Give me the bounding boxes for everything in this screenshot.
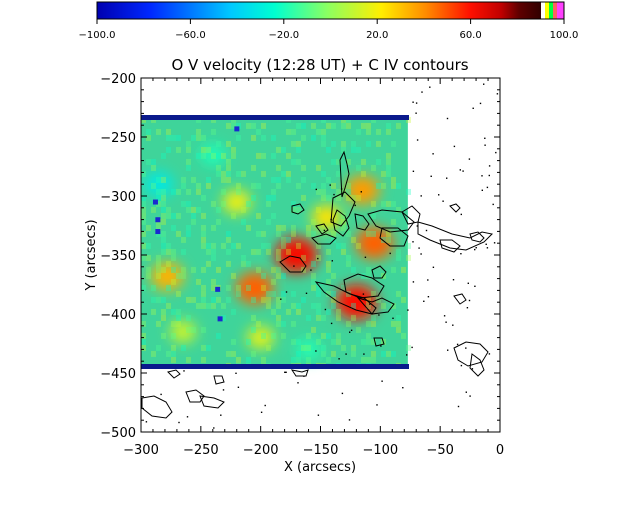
- colorbar-end-swatches: [541, 2, 564, 19]
- raster-bad-pixel: [155, 229, 161, 235]
- contour-loop: [354, 213, 370, 231]
- x-axis: −300 −250 −200 −150 −100 −50 0: [123, 78, 504, 458]
- x-tick-label: −50: [426, 443, 453, 458]
- raster-bad-pixel: [217, 316, 223, 322]
- civ-contours: [141, 150, 494, 419]
- contour-speckles: [145, 83, 499, 429]
- y-tick-label: −350: [100, 249, 136, 264]
- y-axis: −200 −250 −300 −350 −400 −450 −500: [100, 72, 500, 441]
- contour-loop: [311, 233, 337, 245]
- raster-pixels: [141, 116, 411, 369]
- contour-loop: [401, 205, 421, 225]
- raster-top-edge: [141, 115, 409, 120]
- velocity-blob: [355, 227, 394, 260]
- colorbar: −100.0 −60.0 −20.0 20.0 60.0 100.0: [78, 1, 578, 41]
- contour-loop: [291, 203, 305, 215]
- x-tick-label: −250: [183, 443, 219, 458]
- contour-loop: [213, 375, 225, 385]
- y-axis-label: Y (arcsecs): [84, 219, 99, 291]
- raster-bad-pixel: [155, 217, 161, 223]
- velocity-blob: [345, 175, 380, 205]
- velocity-blob: [170, 320, 196, 343]
- y-tick-label: −300: [100, 190, 136, 205]
- colorbar-frame: [96, 1, 565, 20]
- contour-loop: [290, 369, 309, 377]
- colorbar-tick-label: 20.0: [366, 30, 388, 41]
- contour-loop: [199, 395, 225, 409]
- contour-loop: [367, 209, 415, 233]
- contour-loop: [339, 150, 350, 198]
- contour-loop: [453, 341, 489, 367]
- contour-loop: [417, 221, 494, 251]
- contour-loop: [453, 293, 467, 305]
- velocity-blob: [296, 338, 321, 360]
- colorbar-tick-label: −60.0: [175, 30, 206, 41]
- colorbar-tick-label: −20.0: [268, 30, 299, 41]
- x-axis-label: X (arcsecs): [284, 460, 356, 475]
- contour-loop: [373, 337, 385, 347]
- y-tick-label: −500: [100, 426, 136, 441]
- colorbar-tick-label: 100.0: [550, 30, 579, 41]
- colorbar-tick-label: 60.0: [459, 30, 481, 41]
- x-tick-label: −150: [303, 443, 339, 458]
- velocity-blob: [235, 272, 274, 305]
- velocity-blob: [200, 144, 226, 166]
- contour-loop: [314, 281, 377, 315]
- contour-loop: [185, 389, 205, 403]
- contour-loop: [439, 239, 461, 253]
- velocity-blob: [144, 171, 174, 197]
- velocity-blob: [150, 262, 184, 291]
- contour-loop: [469, 231, 485, 243]
- chart-title: O V velocity (12:28 UT) + C IV contours: [171, 56, 468, 74]
- y-tick-label: −200: [100, 72, 136, 87]
- colorbar-gradient: [97, 2, 541, 19]
- contour-loop: [449, 203, 461, 213]
- y-tick-label: −250: [100, 131, 136, 146]
- raster-bottom-edge: [141, 364, 409, 369]
- x-tick-label: −300: [123, 443, 159, 458]
- contour-loop: [356, 297, 395, 315]
- contour-loop: [379, 227, 409, 247]
- x-tick-label: −100: [362, 443, 398, 458]
- y-tick-label: −450: [100, 367, 136, 382]
- velocity-blob: [247, 326, 275, 350]
- x-tick-label: −200: [243, 443, 279, 458]
- contour-loop: [343, 273, 385, 299]
- x-tick-label: 0: [496, 443, 504, 458]
- velocity-raster: [141, 115, 411, 369]
- raster-bad-pixel: [215, 286, 221, 292]
- raster-bad-pixel: [152, 199, 158, 205]
- contour-loop: [332, 209, 350, 237]
- velocity-blob: [222, 190, 251, 214]
- colorbar-ticks: −100.0 −60.0 −20.0 20.0 60.0 100.0: [78, 19, 578, 41]
- velocity-blob: [275, 236, 318, 274]
- colorbar-tick-label: −100.0: [78, 30, 115, 41]
- contour-loop: [279, 255, 307, 273]
- raster-bad-pixel: [234, 126, 240, 132]
- velocity-blob: [335, 284, 378, 320]
- y-tick-label: −400: [100, 308, 136, 323]
- contour-loop: [315, 223, 329, 235]
- contour-loop: [469, 353, 485, 377]
- contour-loop: [330, 191, 356, 227]
- contour-loop: [167, 369, 181, 379]
- contour-loop: [371, 265, 387, 279]
- contour-loop: [141, 395, 173, 419]
